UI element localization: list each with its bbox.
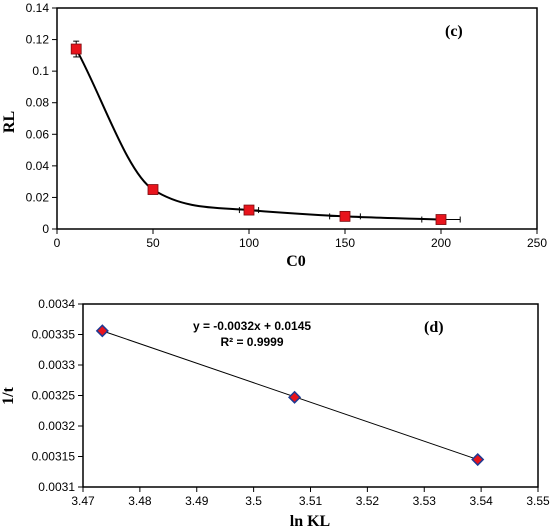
x-axis-title-c: C0 [286, 253, 306, 270]
x-tick-labels-d: 3.47 3.48 3.49 3.5 3.51 3.52 3.53 3.54 3.55 [71, 494, 550, 508]
x-tick-label: 3.51 [299, 494, 323, 508]
y-axis-title-d: 1/t [0, 386, 17, 404]
x-tick-label: 3.54 [469, 494, 493, 508]
y-tick-label: 0.00325 [32, 389, 76, 403]
x-tick-label: 0 [54, 236, 61, 250]
ticks-c [52, 7, 538, 234]
panel-label-c: (c) [445, 23, 463, 40]
data-point [288, 390, 302, 404]
y-axis-title-c: RL [1, 111, 18, 133]
x-tick-label: 50 [146, 236, 160, 250]
y-tick-label: 0.04 [26, 159, 50, 173]
y-tick-label: 0.0032 [38, 419, 75, 433]
y-tick-labels-c: 0 0.02 0.04 0.06 0.08 0.1 0.12 0.14 [26, 1, 50, 236]
y-tick-label: 0.1 [32, 64, 49, 78]
data-point [471, 452, 485, 467]
x-tick-labels-c: 0 50 100 150 200 250 [54, 236, 548, 250]
data-point [70, 43, 82, 55]
panel-label-d: (d) [424, 319, 444, 336]
y-tick-label: 0.0031 [38, 480, 75, 494]
y-tick-label: 0.00335 [32, 328, 76, 342]
x-tick-label: 3.52 [356, 494, 380, 508]
y-tick-label: 0.14 [26, 1, 50, 15]
x-axis-title-d: ln KL [290, 513, 330, 530]
data-point [435, 214, 447, 225]
x-tick-label: 200 [431, 236, 451, 250]
chart-c: 0 50 100 150 200 250 0 0.02 0.04 0.06 0.08 0.1 0.12… [1, 1, 547, 270]
data-point [147, 184, 159, 195]
x-tick-label: 3.53 [413, 494, 437, 508]
ticks-d [78, 303, 539, 492]
fit-curve-c [75, 48, 442, 221]
trendline-d [102, 330, 478, 461]
x-tick-label: 250 [527, 236, 547, 250]
y-tick-labels-d: 0.0031 0.00315 0.0032 0.00325 0.0033 0.00335 0… [32, 297, 76, 494]
data-point [339, 210, 351, 222]
y-tick-label: 0.0034 [38, 297, 75, 311]
r-squared-label: R² = 0.9999 [220, 335, 283, 349]
data-point [95, 324, 109, 338]
y-tick-label: 0.06 [26, 127, 50, 141]
y-tick-label: 0.0033 [38, 358, 75, 372]
data-point [243, 204, 255, 216]
y-tick-label: 0.12 [26, 33, 50, 47]
y-tick-label: 0.08 [26, 96, 50, 110]
x-tick-label: 3.48 [128, 494, 152, 508]
chart-d: 3.47 3.48 3.49 3.5 3.51 3.52 3.53 3.54 3.55 0.00… [0, 297, 550, 530]
error-bars-c [73, 40, 461, 223]
y-tick-label: 0.00315 [32, 450, 76, 464]
x-tick-label: 3.47 [71, 494, 95, 508]
x-tick-label: 3.49 [185, 494, 209, 508]
x-tick-label: 150 [335, 236, 355, 250]
data-points-c [70, 43, 447, 225]
y-tick-label: 0.02 [26, 190, 50, 204]
plot-frame-c [56, 7, 538, 230]
regression-equation: y = -0.0032x + 0.0145 [193, 319, 311, 333]
x-tick-label: 3.55 [526, 494, 550, 508]
x-tick-label: 3.5 [245, 494, 262, 508]
x-tick-label: 100 [239, 236, 259, 250]
data-points-d [95, 324, 485, 467]
y-tick-label: 0 [42, 222, 49, 236]
